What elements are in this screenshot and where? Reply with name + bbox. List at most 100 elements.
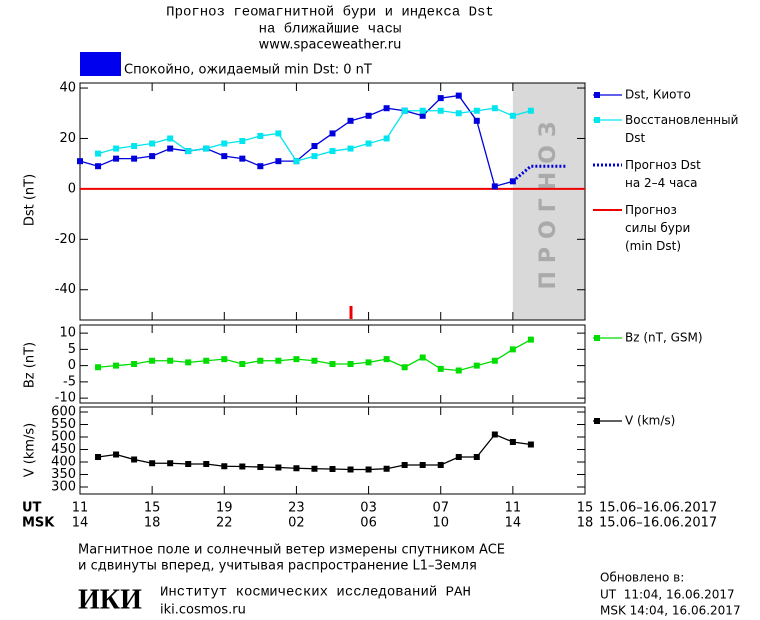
marker bbox=[239, 463, 246, 470]
title: Прогноз геомагнитной бури и индекса Dst bbox=[166, 4, 494, 21]
note: Магнитное поле и солнечный ветер измерен… bbox=[78, 543, 505, 558]
marker bbox=[527, 336, 534, 343]
marker bbox=[95, 163, 102, 170]
x-tick-label: 03 bbox=[360, 501, 377, 516]
marker bbox=[221, 140, 228, 147]
y-tick-label: 40 bbox=[59, 81, 76, 96]
x-tick-label-msk: 22 bbox=[216, 516, 233, 531]
marker bbox=[347, 117, 354, 124]
marker bbox=[113, 145, 120, 152]
marker bbox=[455, 110, 462, 117]
marker bbox=[293, 356, 300, 363]
x-tick-label: 07 bbox=[432, 501, 449, 516]
y-tick-label: 0 bbox=[68, 358, 76, 373]
legend-label: Прогноз силы бури (min Dst) bbox=[625, 203, 690, 253]
marker bbox=[347, 361, 354, 367]
x-tick-label: 23 bbox=[288, 501, 305, 516]
marker bbox=[419, 462, 426, 468]
legend-label: Bz (nT, GSM) bbox=[625, 331, 703, 345]
marker bbox=[185, 359, 192, 366]
marker bbox=[491, 357, 498, 364]
marker bbox=[473, 362, 480, 369]
x-tick-label: 11 bbox=[505, 501, 522, 516]
y-tick-label: 20 bbox=[59, 131, 76, 146]
forecast-region bbox=[512, 83, 585, 320]
marker bbox=[509, 439, 516, 445]
marker bbox=[437, 365, 444, 372]
marker bbox=[329, 361, 336, 367]
marker bbox=[167, 145, 174, 152]
note: и сдвинуты вперед, учитывая распростране… bbox=[78, 559, 477, 574]
marker bbox=[149, 140, 156, 147]
marker bbox=[347, 466, 354, 473]
legend-marker bbox=[594, 335, 600, 341]
marker bbox=[383, 135, 390, 142]
marker bbox=[221, 153, 228, 160]
series-line bbox=[97, 339, 532, 372]
marker bbox=[527, 441, 534, 448]
marker bbox=[329, 148, 336, 155]
marker bbox=[131, 361, 138, 367]
date-range: 15.06–16.06.2017 bbox=[599, 501, 717, 516]
x-tick-label: 15 bbox=[577, 501, 594, 516]
y-tick-label: 400 bbox=[51, 455, 76, 470]
marker bbox=[95, 454, 102, 460]
date-range: 15.06–16.06.2017 bbox=[599, 516, 717, 531]
marker bbox=[419, 112, 426, 119]
series-line bbox=[511, 164, 567, 183]
y-tick-label: -10 bbox=[55, 391, 76, 406]
marker bbox=[473, 107, 480, 114]
x-tick-label-msk: 14 bbox=[505, 516, 522, 531]
marker bbox=[113, 362, 120, 369]
panel-frame bbox=[79, 406, 586, 495]
marker bbox=[239, 137, 246, 144]
marker bbox=[113, 155, 120, 162]
marker bbox=[383, 356, 390, 363]
marker bbox=[401, 364, 408, 371]
logo: ИКИ bbox=[78, 584, 142, 615]
marker bbox=[311, 143, 318, 150]
marker bbox=[293, 465, 300, 472]
legend-label: Dst, Киото bbox=[625, 88, 691, 102]
marker bbox=[401, 107, 408, 114]
institute: Институт космических исследований РАН bbox=[160, 584, 471, 601]
marker bbox=[203, 145, 210, 152]
marker bbox=[455, 367, 462, 374]
marker bbox=[527, 107, 534, 114]
marker bbox=[455, 92, 462, 99]
x-tick-label-msk: 18 bbox=[577, 516, 594, 531]
url: www.spaceweather.ru bbox=[259, 38, 402, 53]
marker bbox=[275, 357, 282, 364]
marker bbox=[509, 346, 516, 353]
marker bbox=[149, 357, 156, 364]
legend-marker bbox=[594, 418, 600, 424]
panel-frame bbox=[79, 324, 586, 404]
marker bbox=[167, 460, 174, 467]
x-tick-label-msk: 10 bbox=[432, 516, 449, 531]
marker bbox=[131, 456, 138, 463]
marker bbox=[239, 361, 246, 367]
y-tick-label: -20 bbox=[55, 232, 76, 247]
marker bbox=[275, 130, 282, 137]
marker bbox=[149, 460, 156, 467]
legend-label: Прогноз Dst на 2–4 часа bbox=[625, 158, 701, 190]
series-line bbox=[79, 94, 514, 188]
marker bbox=[257, 132, 264, 139]
marker bbox=[329, 466, 336, 472]
marker bbox=[221, 356, 228, 363]
marker bbox=[95, 364, 102, 371]
y-axis-label: Bz (nT) bbox=[23, 342, 38, 388]
y-tick-label: -5 bbox=[63, 374, 76, 389]
legend-label: V (km/s) bbox=[625, 414, 675, 428]
x-tick-label: 19 bbox=[216, 501, 233, 516]
marker bbox=[131, 155, 138, 162]
marker bbox=[473, 117, 480, 124]
updated-ut: UT 11:04, 16.06.2017 bbox=[600, 588, 735, 602]
marker bbox=[77, 158, 83, 165]
marker bbox=[419, 354, 426, 361]
marker bbox=[275, 158, 282, 165]
marker bbox=[365, 140, 372, 147]
y-tick-label: 450 bbox=[51, 442, 76, 457]
axis-row-label: UT bbox=[22, 501, 42, 516]
title: на ближайшие часы bbox=[259, 21, 402, 38]
